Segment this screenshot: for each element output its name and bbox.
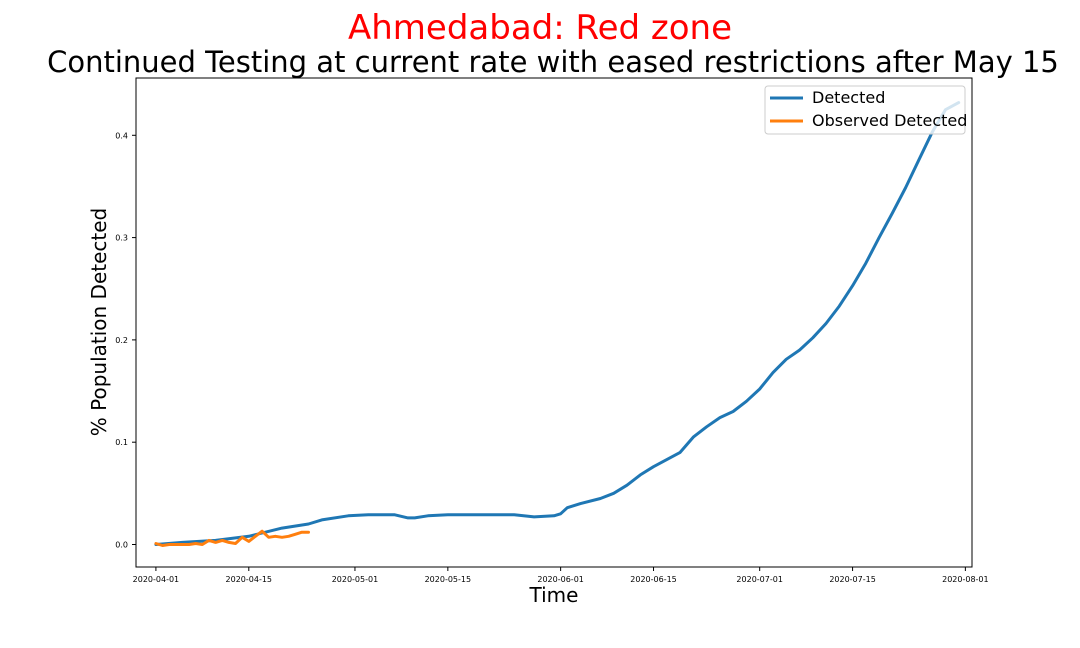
y-tick-label: 0.0 xyxy=(115,540,128,549)
x-tick-label: 2020-06-01 xyxy=(537,575,584,584)
x-axis-label: Time xyxy=(529,583,579,607)
y-tick-label: 0.4 xyxy=(115,131,128,140)
y-tick-label: 0.1 xyxy=(115,438,128,447)
chart-subtitle: Continued Testing at current rate with e… xyxy=(47,45,1059,79)
legend-label-observed-detected: Observed Detected xyxy=(812,111,967,130)
x-tick-label: 2020-06-15 xyxy=(630,575,677,584)
y-tick-label: 0.2 xyxy=(115,336,128,345)
x-tick-label: 2020-07-01 xyxy=(736,575,783,584)
legend-label-detected: Detected xyxy=(812,88,885,107)
legend-box xyxy=(764,85,966,135)
x-axis: 2020-04-01 2020-04-15 2020-05-01 2020-05-15… xyxy=(133,567,989,584)
x-tick-label: 2020-08-01 xyxy=(942,575,989,584)
y-axis-label: % Population Detected xyxy=(87,208,111,437)
series-line-observed-detected xyxy=(154,529,310,547)
chart-title: Ahmedabad: Red zone xyxy=(348,8,732,48)
plot-frame xyxy=(135,77,973,568)
series-line-detected xyxy=(154,101,961,546)
legend: Detected Observed Detected xyxy=(764,85,967,135)
x-tick-label: 2020-05-01 xyxy=(332,575,379,584)
x-tick-label: 2020-04-15 xyxy=(226,575,273,584)
y-axis: 0.0 0.1 0.2 0.3 0.4 xyxy=(115,131,136,549)
y-tick-label: 0.3 xyxy=(115,234,128,243)
plot-area xyxy=(154,101,961,547)
x-tick-label: 2020-07-15 xyxy=(829,575,876,584)
x-tick-label: 2020-05-15 xyxy=(425,575,472,584)
x-tick-label: 2020-04-01 xyxy=(133,575,180,584)
